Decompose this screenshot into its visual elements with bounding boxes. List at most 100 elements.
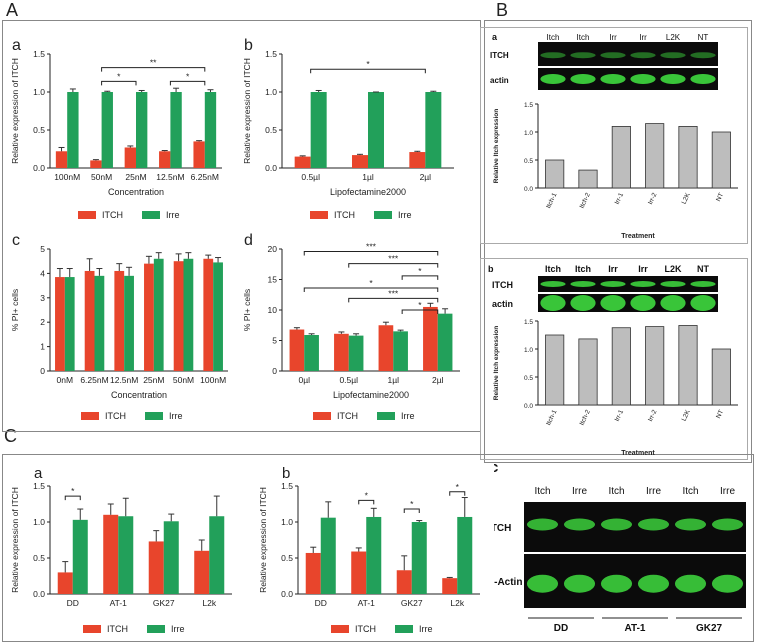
bar-itch <box>90 160 102 168</box>
bar-irre <box>101 92 113 168</box>
significance-label: *** <box>388 254 399 264</box>
x-tick-label: AT-1 <box>358 598 376 608</box>
blot-band <box>570 295 596 311</box>
significance-bracket <box>310 68 426 74</box>
significance-label: * <box>186 71 190 81</box>
bar-irre <box>310 92 327 168</box>
y-tick-label: 0.5 <box>524 158 533 165</box>
bar-irre <box>153 258 164 371</box>
blot-band <box>630 281 656 287</box>
significance-bracket <box>101 67 206 72</box>
significance-label: * <box>418 266 422 276</box>
y-tick-label: 1.0 <box>33 87 45 97</box>
y-tick-label: 1.5 <box>524 102 533 109</box>
x-tick-label: Irr-1 <box>614 409 626 423</box>
x-axis-label: Treatment <box>621 233 655 240</box>
lane-label: NT <box>697 264 709 274</box>
bar-itch <box>84 270 95 371</box>
blot-band <box>660 52 686 59</box>
blot-band <box>690 52 716 59</box>
x-axis-label: Concentration <box>108 187 164 197</box>
chart-Ad: d 0 5 10 15 20 % PI+ cells 0µl 0.5µl 1µl 2µl Lipofe… <box>242 232 460 421</box>
blot-strip <box>524 554 746 608</box>
y-tick-label: 1.0 <box>33 517 45 527</box>
chart-Bb: 0.0 0.5 1.0 1.5 Relative Itch expression Itch… <box>493 319 738 457</box>
bar-irre <box>118 516 134 594</box>
blot-band <box>540 74 566 84</box>
blot-group-label: GK27 <box>696 623 723 634</box>
bar-itch <box>442 578 458 594</box>
bar-irre <box>213 262 223 371</box>
significance-bracket <box>401 309 439 314</box>
lane-label: Irr <box>638 264 648 274</box>
significance-label: * <box>410 499 414 509</box>
blot-band <box>690 74 716 84</box>
legend-label-irre: Irre <box>419 624 433 634</box>
chart-Ba: 0.0 0.5 1.0 1.5 Relative Itch expression Itch… <box>493 102 738 240</box>
lane-label: Itch <box>577 33 590 42</box>
chart-Ab: b 0.0 0.5 1.0 1.5 Relative expression of ITCH… <box>242 37 454 220</box>
blot-row-label: ITCH <box>490 51 509 60</box>
bar-irre <box>457 516 473 594</box>
y-tick-label: 1.5 <box>33 481 45 491</box>
bar-relative-itch-expression <box>678 325 698 406</box>
x-tick-label: Irr-2 <box>647 192 659 206</box>
y-axis-label: Relative expression of ITCH <box>242 58 252 164</box>
legend-swatch-irre <box>395 625 413 633</box>
bar-itch <box>396 570 412 594</box>
bar-itch <box>114 270 125 371</box>
lane-label: Itch <box>575 264 591 274</box>
x-axis-label: Concentration <box>111 390 167 400</box>
legend-label-irre: Irre <box>166 210 180 220</box>
bar-relative-itch-expression <box>711 348 731 406</box>
western-blot-Bb: Itch Itch Irr Irr L2K NT b ITCH actin <box>488 264 718 312</box>
lane-label: Itch <box>534 486 550 497</box>
panel-letter-Ac: c <box>12 232 20 249</box>
y-axis-label: Relative Itch expression <box>493 326 500 400</box>
bar-itch <box>57 572 73 594</box>
blot-strip <box>538 42 718 66</box>
blot-band <box>630 295 656 311</box>
bar-itch <box>194 550 210 594</box>
x-tick-label: 12.5nM <box>110 375 138 385</box>
bar-irre <box>393 331 408 371</box>
x-tick-label: 25nM <box>143 375 164 385</box>
significance-label: *** <box>388 288 399 298</box>
lane-label: Irre <box>572 486 587 497</box>
bar-relative-itch-expression <box>645 123 665 189</box>
x-tick-label: Irr-2 <box>647 409 659 423</box>
y-tick-label: 0.0 <box>33 163 45 173</box>
significance-bracket <box>401 275 439 280</box>
bar-irre <box>320 517 336 594</box>
x-tick-label: DD <box>67 598 79 608</box>
legend-swatch-itch <box>78 211 96 219</box>
x-tick-label: 2µl <box>420 172 432 182</box>
y-tick-label: 0.0 <box>33 589 45 599</box>
legend-label-itch: ITCH <box>105 411 126 421</box>
chart-Ac: c 0 1 2 3 4 5 % PI+ cells 0nM 6.25nM 12.5nM 25nM 50n… <box>10 232 228 421</box>
y-tick-label: 1.5 <box>524 319 533 326</box>
bar-itch <box>334 333 349 371</box>
blot-band <box>630 52 656 59</box>
blot-band <box>711 518 744 531</box>
panel-C-frame <box>2 454 754 642</box>
bar-itch <box>423 306 438 371</box>
x-tick-label: 2µl <box>432 375 444 385</box>
y-tick-label: 20 <box>268 244 278 254</box>
chart-Cb: b 0.0 0.5 1.0 1.5 Relative expression of ITCH… <box>258 465 480 634</box>
blot-band <box>540 295 566 311</box>
panel-letter-Ab: b <box>244 37 253 54</box>
y-axis-label: % PI+ cells <box>242 289 252 331</box>
significance-bracket <box>449 491 466 496</box>
panel-letter-Ba: a <box>492 32 498 42</box>
x-tick-label: NT <box>715 192 725 203</box>
x-tick-label: GK27 <box>153 598 175 608</box>
blot-band <box>600 518 633 531</box>
lane-label: Itch <box>547 33 560 42</box>
legend-swatch-irre <box>147 625 165 633</box>
bar-relative-itch-expression <box>578 169 598 189</box>
significance-bracket <box>358 499 375 505</box>
y-tick-label: 15 <box>268 275 278 285</box>
western-blot-Ba: Itch Itch Irr Irr L2K NT a ITCH actin <box>490 32 718 90</box>
legend-swatch-irre <box>145 412 163 420</box>
